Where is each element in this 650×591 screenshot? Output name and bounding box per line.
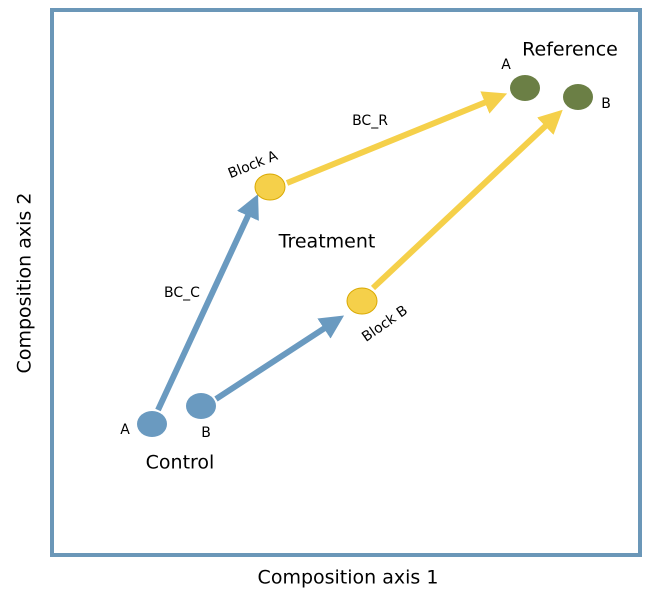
control-a-point	[137, 411, 167, 437]
arrow-bc-c	[155, 194, 259, 412]
point-label: B	[201, 425, 211, 441]
point-label: B	[601, 96, 611, 112]
reference-b-point	[563, 84, 593, 110]
arrow-bc-r	[285, 91, 508, 186]
x-axis-label: Composition axis 1	[258, 567, 439, 589]
point-label: A	[501, 57, 511, 73]
arrow-block-b	[214, 315, 345, 402]
group-label: Control	[146, 452, 215, 474]
point-label: A	[120, 422, 130, 438]
group-label: Treatment	[278, 231, 376, 253]
group-label: Reference	[522, 39, 618, 61]
frame	[50, 8, 642, 557]
control-b-point	[186, 393, 216, 419]
arrow-label: BC_C	[164, 285, 200, 301]
y-axis-label: Composition axis 2	[14, 193, 36, 374]
block-b-point	[346, 287, 378, 315]
arrow-label: BC_R	[352, 113, 388, 129]
block-a-point	[254, 173, 286, 201]
arrow-block-b-ref	[370, 109, 563, 291]
reference-a-point	[510, 75, 540, 101]
